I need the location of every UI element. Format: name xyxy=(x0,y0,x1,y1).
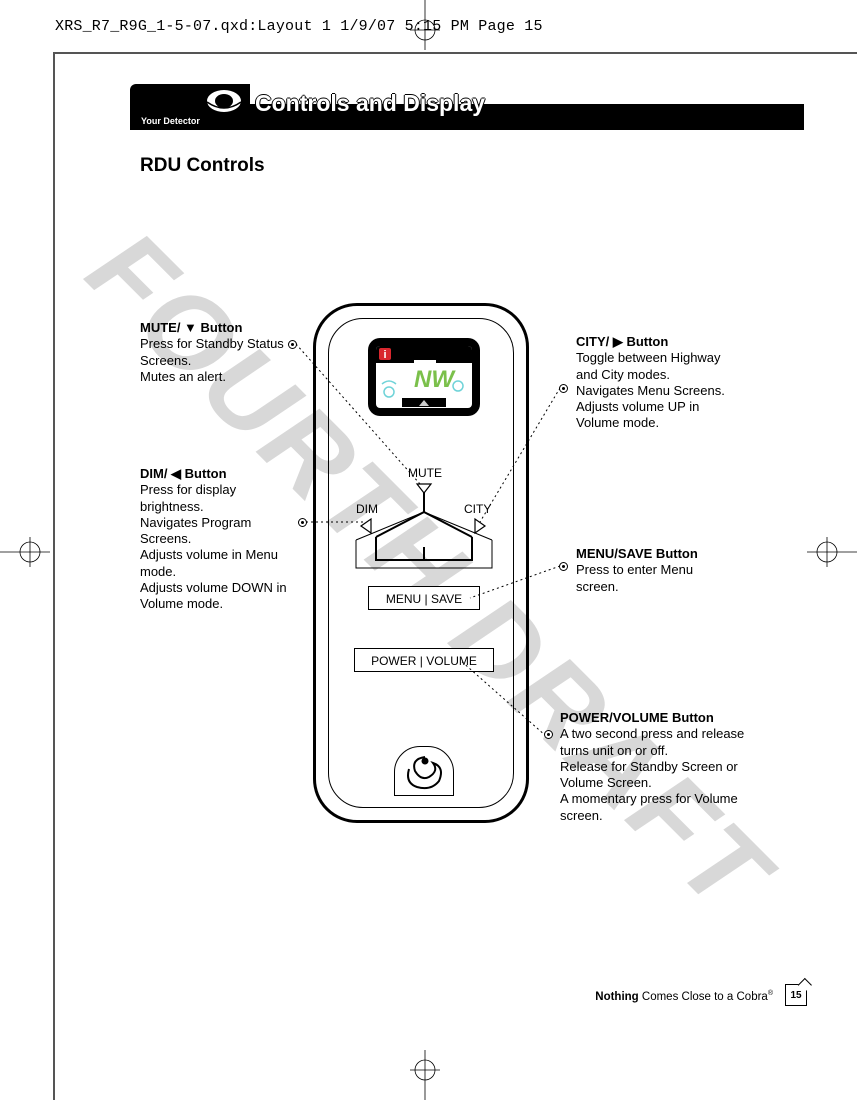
dim-callout-heading: DIM/ ◀ Button xyxy=(140,466,227,481)
mute-callout-line2: Mutes an alert. xyxy=(140,369,226,384)
city-callout-heading: CITY/ ▶ Button xyxy=(576,334,668,349)
mute-leader-dot xyxy=(288,340,297,349)
cobra-snake-icon xyxy=(395,747,455,797)
page-number: 15 xyxy=(785,984,807,1006)
button-array-icon xyxy=(346,492,502,576)
screen-nw-text: NW xyxy=(414,366,456,393)
crop-info: XRS_R7_R9G_1-5-07.qxd:Layout 1 1/9/07 5:… xyxy=(55,18,543,35)
menu-callout-heading: MENU/SAVE Button xyxy=(576,546,698,561)
power-callout-line2: Release for Standby Screen or Volume Scr… xyxy=(560,759,738,790)
city-callout-line1: Toggle between Highway and City modes. xyxy=(576,350,721,381)
dim-callout-line1: Press for display brightness. xyxy=(140,482,236,513)
city-leader-line xyxy=(480,388,560,522)
mute-callout-heading: MUTE/ ▼ Button xyxy=(140,320,242,335)
registration-mark-right xyxy=(807,522,857,582)
city-callout: CITY/ ▶ Button Toggle between Highway an… xyxy=(576,334,736,432)
menu-leader-dot xyxy=(559,562,568,571)
menu-leader-line xyxy=(470,566,560,598)
dim-callout: DIM/ ◀ Button Press for display brightne… xyxy=(140,466,300,612)
menu-callout-line1: Press to enter Menu screen. xyxy=(576,562,693,593)
footer-rest: Comes Close to a Cobra xyxy=(639,991,768,1003)
chapter-tab-label: Your Detector xyxy=(141,116,200,126)
dim-leader-line xyxy=(306,520,366,524)
detector-eye-icon xyxy=(205,88,243,114)
mute-callout: MUTE/ ▼ Button Press for Standby Status … xyxy=(140,320,290,385)
registration-mark-top xyxy=(395,0,455,50)
power-callout-line1: A two second press and release turns uni… xyxy=(560,726,744,757)
menu-callout: MENU/SAVE Button Press to enter Menu scr… xyxy=(576,546,736,595)
dim-leader-dot xyxy=(298,518,307,527)
footer-tagline: Nothing Comes Close to a Cobra® xyxy=(595,990,773,1003)
dim-callout-line3: Adjusts volume in Menu mode. xyxy=(140,547,278,578)
city-callout-line3: Adjusts volume UP in Volume mode. xyxy=(576,399,699,430)
section-title: Controls and Display xyxy=(255,90,485,117)
page-title: RDU Controls xyxy=(140,155,265,177)
power-leader-dot xyxy=(544,730,553,739)
page-border-left xyxy=(53,52,55,1100)
power-leader-line xyxy=(460,660,546,736)
dim-callout-line4: Adjusts volume DOWN in Volume mode. xyxy=(140,580,287,611)
footer-bold: Nothing xyxy=(595,991,638,1003)
footer-reg: ® xyxy=(768,990,773,997)
dim-callout-line2: Navigates Program Screens. xyxy=(140,515,251,546)
power-callout-heading: POWER/VOLUME Button xyxy=(560,710,714,725)
registration-mark-bottom xyxy=(395,1050,455,1100)
registration-mark-left xyxy=(0,522,50,582)
cobra-logo-area xyxy=(394,746,454,796)
city-callout-line2: Navigates Menu Screens. xyxy=(576,383,725,398)
city-leader-dot xyxy=(559,384,568,393)
menu-save-button[interactable]: MENU | SAVE xyxy=(368,586,480,610)
power-callout-line3: A momentary press for Volume screen. xyxy=(560,791,738,822)
page-border-top xyxy=(53,52,857,54)
mute-leader-line xyxy=(296,344,420,484)
mute-callout-line1: Press for Standby Status Screens. xyxy=(140,336,284,367)
power-callout: POWER/VOLUME Button A two second press a… xyxy=(560,710,750,824)
